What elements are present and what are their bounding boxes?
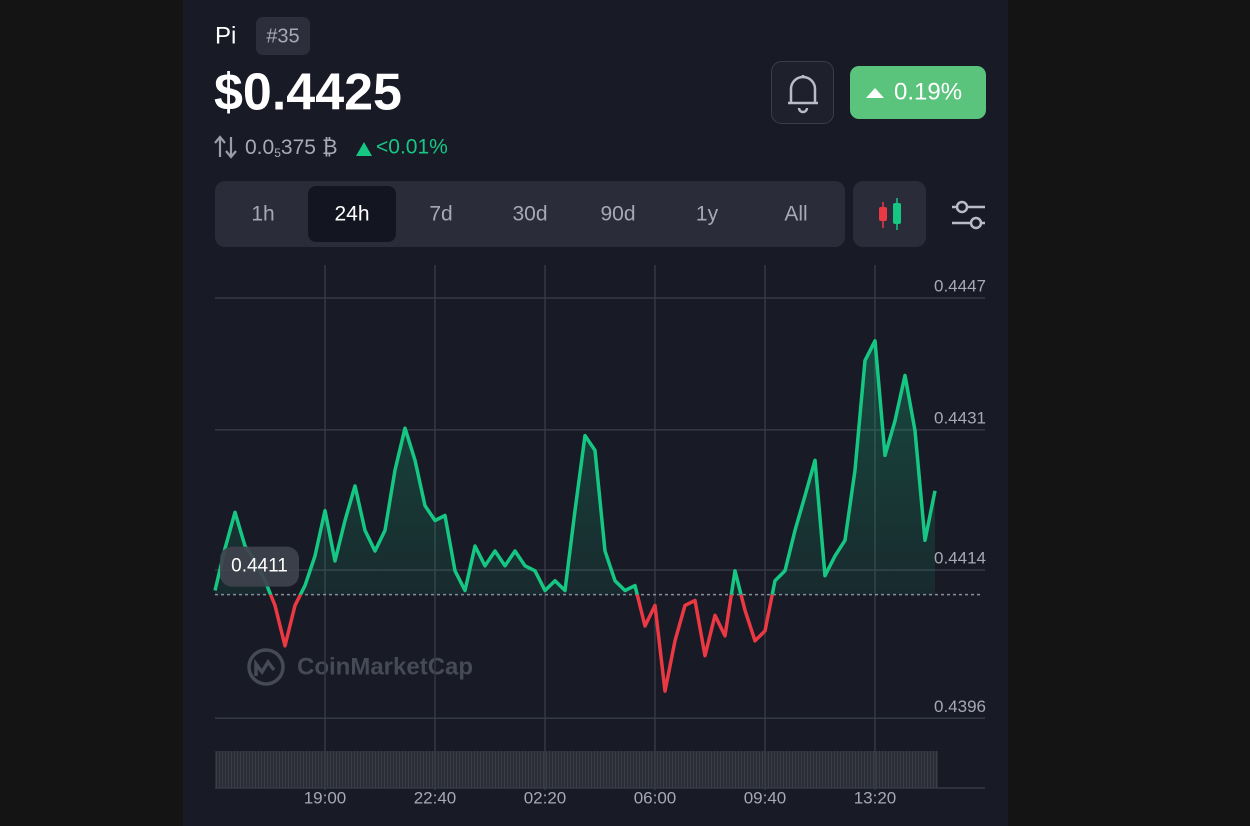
up-arrow: [866, 88, 884, 98]
timeframe-button[interactable]: 1h: [251, 203, 274, 226]
btc-price: 0.05375 ₿: [245, 136, 337, 161]
timeframe-button[interactable]: 7d: [429, 203, 452, 226]
baseline-label-bg: [220, 546, 299, 587]
coin-name: Pi: [215, 22, 236, 49]
timeframe-button[interactable]: All: [784, 203, 807, 226]
timeframe-button[interactable]: 90d: [600, 203, 635, 226]
x-tick-label: 22:40: [414, 788, 457, 807]
btc-prefix: 0.0: [245, 136, 274, 159]
y-tick-label: 0.4396: [934, 697, 986, 716]
timeframe-button[interactable]: 30d: [512, 203, 547, 226]
x-tick-label: 02:20: [524, 788, 567, 807]
x-tick-label: 06:00: [634, 788, 677, 807]
area-fill: [215, 340, 935, 595]
x-tick-label: 19:00: [304, 788, 347, 807]
x-tick-label: 13:20: [854, 788, 897, 807]
timeframe-button[interactable]: 1y: [696, 203, 719, 226]
y-tick-label: 0.4447: [934, 276, 986, 295]
btc-unit: ₿: [322, 136, 338, 159]
change-24h: 0.19%: [894, 78, 962, 105]
timeframe-group: 1h 24h 7d 30d 90d 1y All: [251, 186, 808, 242]
rank: #35: [266, 25, 299, 47]
bell-icon: [788, 75, 818, 114]
timeframe-active: [308, 186, 396, 242]
btc-change: <0.01%: [376, 136, 448, 159]
alert-button[interactable]: [771, 61, 834, 124]
btc-subscript: 5: [274, 146, 281, 160]
candle-icon: [879, 198, 901, 230]
y-tick-label: 0.4431: [934, 408, 986, 427]
swap-icon: [214, 135, 237, 159]
change-pill: [850, 66, 986, 119]
panel: [183, 0, 1008, 826]
watermark: CoinMarketCap: [297, 653, 473, 680]
volume-strip: [215, 751, 938, 788]
settings-icon[interactable]: [952, 200, 985, 230]
btc-up-arrow: [356, 142, 372, 156]
price-line: [213, 339, 937, 595]
btc-digits: 375: [281, 136, 316, 159]
watermark-logo: [247, 648, 285, 686]
timeframe-button[interactable]: 24h: [334, 203, 369, 226]
x-tick-label: 09:40: [744, 788, 787, 807]
price: $0.4425: [214, 64, 402, 122]
rank-badge: [256, 17, 310, 55]
baseline-label: 0.4411: [231, 556, 288, 577]
candle-toggle[interactable]: [853, 181, 926, 247]
y-tick-label: 0.4414: [934, 548, 986, 567]
